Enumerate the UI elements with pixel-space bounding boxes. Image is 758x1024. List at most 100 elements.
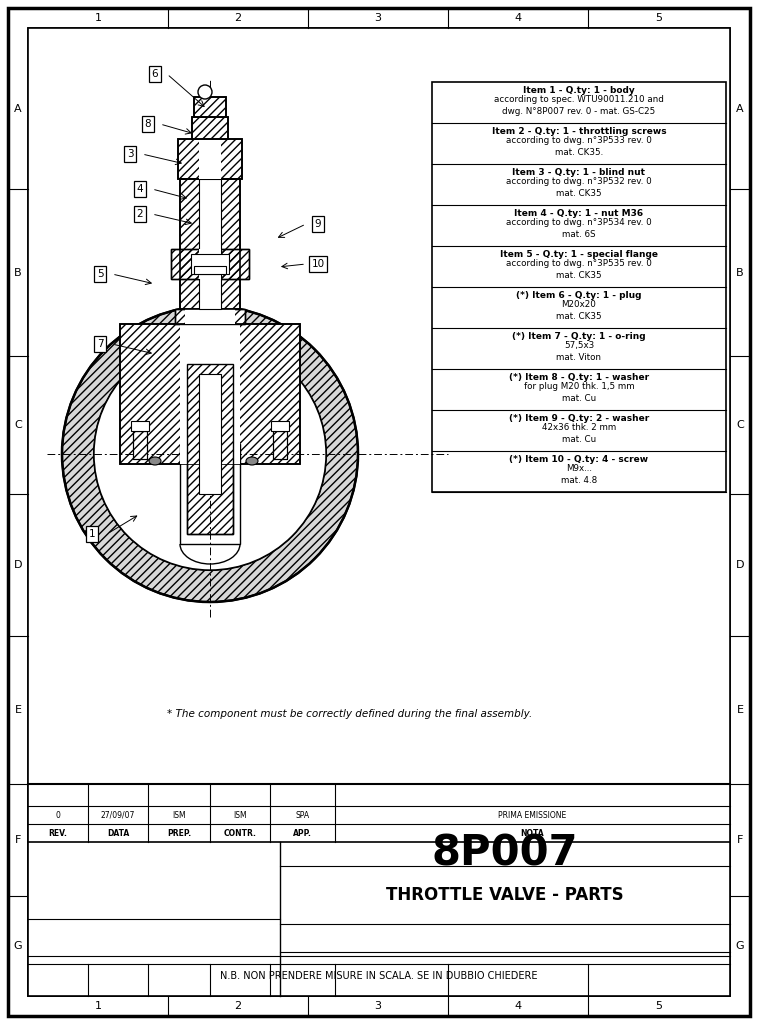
Bar [120, 324, 300, 464]
Text: 6: 6 [152, 69, 158, 79]
Text: 8P007: 8P007 [432, 833, 578, 874]
Text: G: G [736, 941, 744, 951]
Text: 3: 3 [374, 13, 381, 23]
Text: 2: 2 [234, 1001, 242, 1011]
Text: 2: 2 [136, 209, 143, 219]
Bar [133, 431, 147, 459]
Text: 2: 2 [234, 13, 242, 23]
Text: THROTTLE VALVE - PARTS: THROTTLE VALVE - PARTS [386, 886, 624, 904]
Bar [175, 309, 245, 324]
Text: 57,5x3: 57,5x3 [564, 341, 594, 350]
Text: Item 5 - Q.ty: 1 - special flange: Item 5 - Q.ty: 1 - special flange [500, 250, 658, 259]
Bar [432, 82, 726, 492]
Bar [194, 97, 226, 117]
Bar [8, 996, 750, 1016]
Text: ISM: ISM [233, 811, 247, 819]
Text: mat. CK35.: mat. CK35. [555, 147, 603, 157]
Text: A: A [14, 103, 22, 114]
Ellipse shape [149, 457, 161, 465]
Wedge shape [62, 306, 358, 602]
Text: Item 4 - Q.ty: 1 - nut M36: Item 4 - Q.ty: 1 - nut M36 [515, 209, 644, 218]
Text: 10: 10 [312, 259, 324, 269]
Text: (*) Item 7 - Q.ty: 1 - o-ring: (*) Item 7 - Q.ty: 1 - o-ring [512, 332, 646, 341]
Text: according to dwg. n°3P532 rev. 0: according to dwg. n°3P532 rev. 0 [506, 177, 652, 186]
Text: Item 1 - Q.ty: 1 - body: Item 1 - Q.ty: 1 - body [523, 86, 635, 94]
Bar [8, 8, 28, 1016]
Bar [273, 431, 287, 459]
Text: APP.: APP. [293, 828, 312, 838]
Bar [131, 421, 149, 431]
Text: C: C [14, 420, 22, 430]
Bar [133, 431, 147, 459]
Text: (*) Item 9 - Q.ty: 2 - washer: (*) Item 9 - Q.ty: 2 - washer [509, 414, 649, 423]
Text: D: D [736, 560, 744, 570]
Text: 5: 5 [656, 13, 662, 23]
Text: CONTR.: CONTR. [224, 828, 256, 838]
Text: according to dwg. n°3P535 rev. 0: according to dwg. n°3P535 rev. 0 [506, 259, 652, 268]
Text: NOTA: NOTA [521, 828, 544, 838]
Text: 4: 4 [515, 13, 522, 23]
Bar [187, 364, 233, 534]
Text: A: A [736, 103, 744, 114]
Text: 4: 4 [515, 1001, 522, 1011]
Text: 27/09/07: 27/09/07 [101, 811, 135, 819]
Bar [187, 364, 233, 534]
Bar [180, 179, 240, 309]
Text: C: C [736, 420, 744, 430]
Text: 3: 3 [374, 1001, 381, 1011]
Text: (*) Item 6 - Q.ty: 1 - plug: (*) Item 6 - Q.ty: 1 - plug [516, 291, 642, 300]
Text: F: F [737, 835, 743, 845]
Text: M20x20: M20x20 [562, 300, 597, 309]
Bar [199, 249, 221, 279]
Text: REV.: REV. [49, 828, 67, 838]
Bar [271, 421, 289, 431]
Bar [178, 139, 242, 179]
Bar [199, 139, 221, 179]
Bar [199, 374, 221, 494]
Text: N.B. NON PRENDERE MISURE IN SCALA. SE IN DUBBIO CHIEDERE: N.B. NON PRENDERE MISURE IN SCALA. SE IN… [221, 971, 537, 981]
Text: ISM: ISM [172, 811, 186, 819]
Text: for plug M20 thk. 1,5 mm: for plug M20 thk. 1,5 mm [524, 382, 634, 391]
Text: 1: 1 [95, 13, 102, 23]
Bar [191, 254, 229, 274]
Bar [192, 117, 228, 139]
Text: mat. Cu: mat. Cu [562, 435, 596, 443]
Text: dwg. N°8P007 rev. 0 - mat. GS-C25: dwg. N°8P007 rev. 0 - mat. GS-C25 [503, 106, 656, 116]
Text: 5: 5 [656, 1001, 662, 1011]
Bar [28, 784, 730, 996]
Bar [273, 431, 287, 459]
Text: 3: 3 [127, 150, 133, 159]
Text: * The component must be correctly defined during the final assembly.: * The component must be correctly define… [168, 709, 533, 719]
Text: 8: 8 [145, 119, 152, 129]
Text: Item 3 - Q.ty: 1 - blind nut: Item 3 - Q.ty: 1 - blind nut [512, 168, 646, 177]
Text: G: G [14, 941, 22, 951]
Text: 42x36 thk. 2 mm: 42x36 thk. 2 mm [542, 423, 616, 432]
Circle shape [198, 85, 212, 99]
Text: mat. Cu: mat. Cu [562, 394, 596, 402]
Text: B: B [14, 267, 22, 278]
Bar [171, 249, 249, 279]
Bar [120, 324, 300, 464]
Text: according to dwg. n°3P533 rev. 0: according to dwg. n°3P533 rev. 0 [506, 136, 652, 145]
Bar [175, 309, 245, 324]
Text: DATA: DATA [107, 828, 129, 838]
Text: 0: 0 [55, 811, 61, 819]
Text: PRIMA EMISSIONE: PRIMA EMISSIONE [498, 811, 567, 819]
Bar [178, 139, 242, 179]
Text: mat. 6S: mat. 6S [562, 229, 596, 239]
Text: mat. CK35: mat. CK35 [556, 311, 602, 321]
Text: B: B [736, 267, 744, 278]
Text: D: D [14, 560, 22, 570]
Text: 4: 4 [136, 184, 143, 194]
Bar [199, 179, 221, 309]
Bar [194, 97, 226, 117]
Ellipse shape [246, 457, 258, 465]
Text: SPA: SPA [296, 811, 309, 819]
Text: PREP.: PREP. [167, 828, 191, 838]
Text: mat. Viton: mat. Viton [556, 353, 602, 361]
Text: mat. 4.8: mat. 4.8 [561, 476, 597, 484]
Text: mat. CK35: mat. CK35 [556, 270, 602, 280]
Text: according to spec. WTU90011.210 and: according to spec. WTU90011.210 and [494, 95, 664, 104]
Text: F: F [15, 835, 21, 845]
Text: (*) Item 10 - Q.ty: 4 - screw: (*) Item 10 - Q.ty: 4 - screw [509, 455, 649, 464]
